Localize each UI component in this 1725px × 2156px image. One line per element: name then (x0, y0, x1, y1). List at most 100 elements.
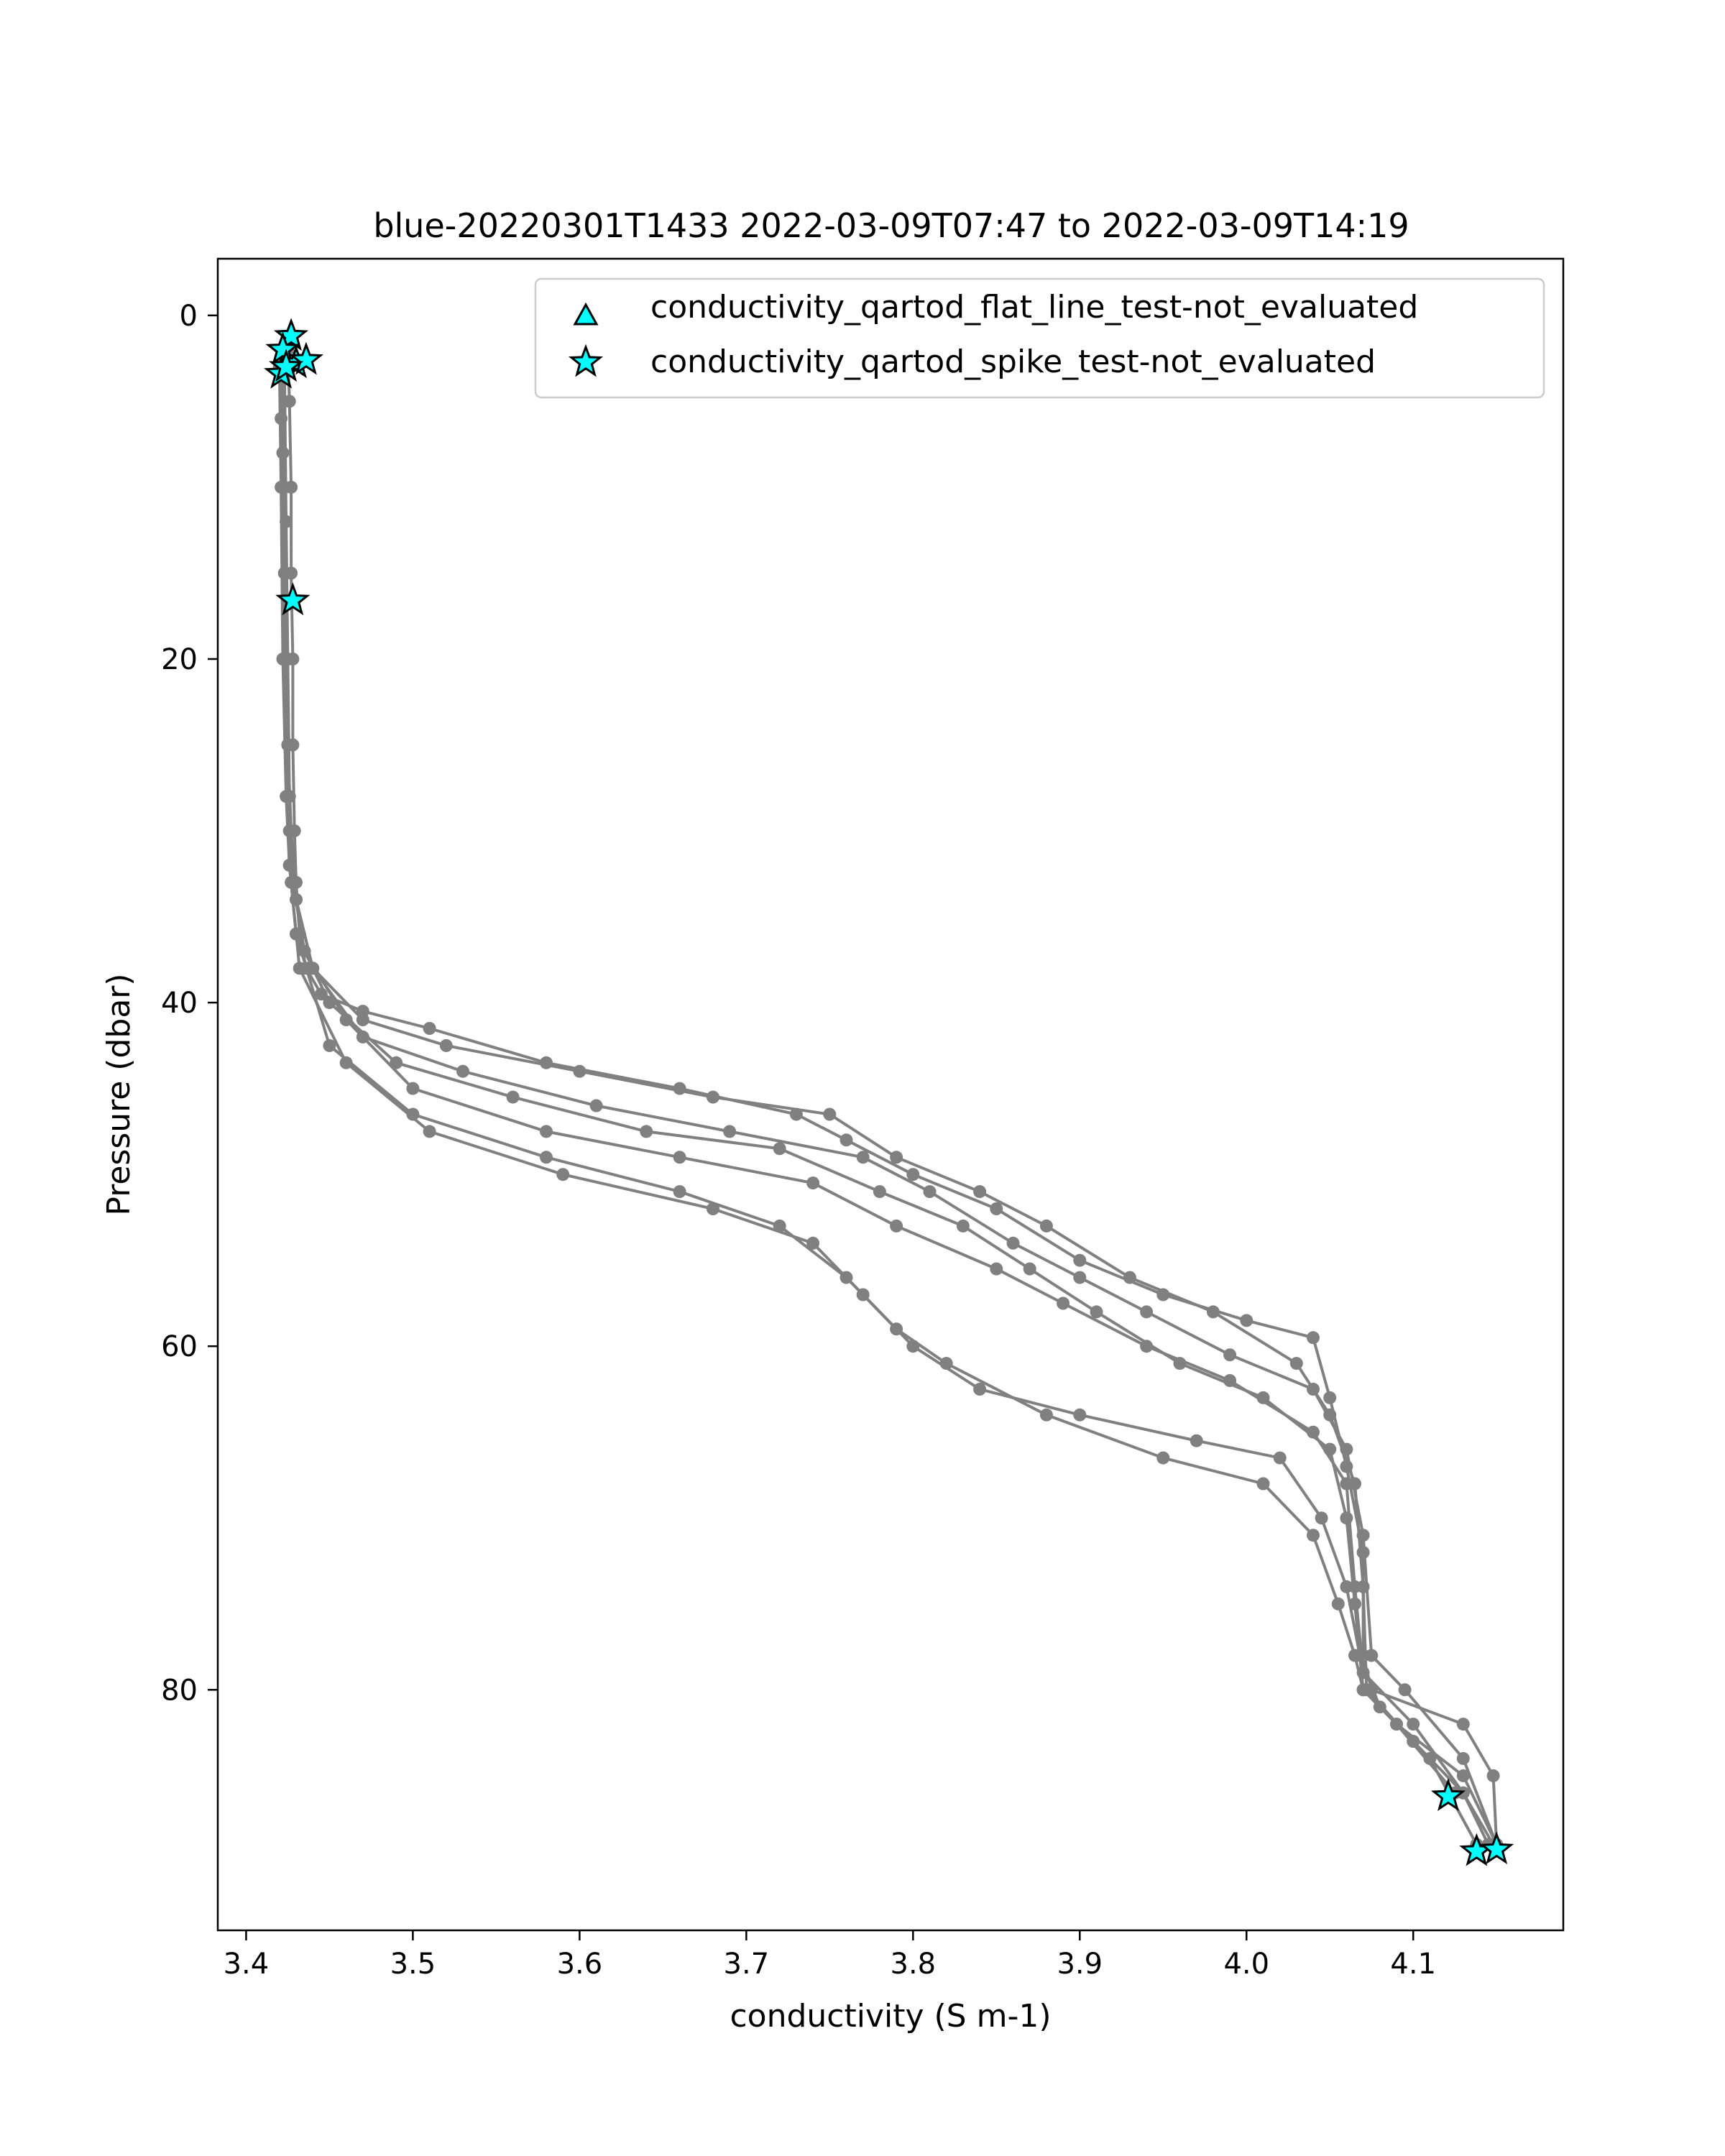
data-point (1073, 1271, 1087, 1284)
data-point (1190, 1434, 1203, 1447)
profile-line (286, 349, 1499, 1845)
legend-star-marker (568, 344, 604, 377)
profile-series-7 (275, 360, 1484, 1851)
y-tick-label: 40 (161, 987, 198, 1020)
data-point (1123, 1271, 1136, 1284)
data-point (1223, 1348, 1237, 1362)
data-point (1256, 1477, 1270, 1491)
x-axis-label: conductivity (S m-1) (730, 1998, 1051, 2035)
data-point (823, 1107, 837, 1121)
data-point (1456, 1718, 1470, 1731)
data-point (923, 1185, 937, 1199)
y-tick-label: 20 (161, 643, 198, 676)
data-point (990, 1262, 1003, 1276)
spike-flag-star (274, 318, 309, 351)
data-point (285, 875, 298, 889)
data-point (1353, 1649, 1366, 1662)
data-point (990, 1202, 1003, 1215)
x-tick-label: 3.5 (390, 1948, 436, 1981)
data-point (1073, 1408, 1087, 1422)
data-point (1140, 1305, 1154, 1319)
x-tick-label: 3.7 (724, 1948, 770, 1981)
data-point (1057, 1296, 1070, 1310)
data-point (840, 1133, 853, 1147)
data-point (1006, 1236, 1020, 1250)
data-point (439, 1038, 453, 1052)
data-point (1365, 1649, 1379, 1662)
data-point (1456, 1769, 1470, 1782)
data-point (323, 1038, 336, 1052)
profile-line (282, 367, 1495, 1846)
data-point (1373, 1700, 1386, 1714)
data-point (1340, 1477, 1353, 1491)
data-point (1307, 1529, 1320, 1542)
data-point (673, 1185, 686, 1199)
x-tick-label: 4.0 (1223, 1948, 1269, 1981)
profile-series-2 (272, 360, 1495, 1851)
data-point (1039, 1219, 1053, 1233)
x-axis: 3.4 3.5 3.6 3.7 3.8 3.9 4.0 4.1 (224, 1930, 1436, 1981)
x-tick-label: 4.1 (1390, 1948, 1436, 1981)
axes-frame (216, 257, 1565, 1932)
y-axis-label: Pressure (dbar) (101, 973, 137, 1215)
data-point (856, 1288, 870, 1302)
data-point (856, 1151, 870, 1164)
data-point (1340, 1442, 1353, 1456)
profile-series-4 (276, 360, 1504, 1851)
data-point (277, 653, 291, 665)
data-point (973, 1185, 987, 1199)
data-point (873, 1185, 886, 1199)
data-point (1323, 1391, 1337, 1404)
data-point (1273, 1451, 1287, 1465)
data-point (540, 1125, 553, 1138)
legend-box (534, 277, 1545, 399)
data-point (1356, 1529, 1370, 1542)
data-point (281, 790, 295, 803)
data-point (707, 1090, 719, 1104)
x-tick-label: 3.8 (891, 1948, 937, 1981)
data-point (707, 1202, 719, 1215)
legend-label-flat-line: conductivity_qartod_flat_line_test-not_e… (650, 289, 1418, 326)
data-point (456, 1064, 469, 1078)
spike-flag-star (1479, 1831, 1514, 1865)
data-point (1486, 1769, 1500, 1782)
data-point (356, 1013, 369, 1026)
data-point (1256, 1391, 1270, 1404)
profile-series-3 (275, 360, 1504, 1851)
spike-flag-markers (264, 318, 1514, 1866)
legend: conductivity_qartod_flat_line_test-not_e… (534, 277, 1545, 399)
x-tick-label: 3.6 (557, 1948, 603, 1981)
data-point (276, 480, 290, 494)
data-point (556, 1168, 570, 1181)
data-point (1356, 1683, 1370, 1697)
data-point (1090, 1305, 1103, 1319)
data-point (1423, 1751, 1437, 1765)
data-point (806, 1176, 820, 1190)
data-point (906, 1340, 920, 1353)
y-tick-label: 60 (161, 1330, 198, 1363)
star-icon (568, 344, 604, 377)
data-point (806, 1236, 820, 1250)
data-point (423, 1022, 436, 1035)
data-point (423, 1125, 436, 1138)
plot-area (264, 318, 1514, 1866)
data-point (1307, 1425, 1320, 1439)
data-point (906, 1168, 920, 1181)
data-point (973, 1383, 987, 1396)
data-point (589, 1099, 603, 1112)
y-axis: 0 20 40 60 80 (161, 300, 218, 1707)
data-point (890, 1219, 903, 1233)
data-point (1206, 1305, 1220, 1319)
data-point (1331, 1597, 1345, 1611)
data-point (640, 1125, 653, 1138)
data-point (1307, 1383, 1320, 1396)
data-point (956, 1219, 970, 1233)
data-point (293, 962, 306, 975)
data-point (1307, 1331, 1320, 1345)
chart-title: blue-20220301T1433 2022-03-09T07:47 to 2… (373, 206, 1409, 245)
spike-flag-star (288, 341, 323, 375)
data-point (1456, 1751, 1470, 1765)
legend-triangle-marker (573, 302, 599, 326)
data-point (406, 1107, 420, 1121)
